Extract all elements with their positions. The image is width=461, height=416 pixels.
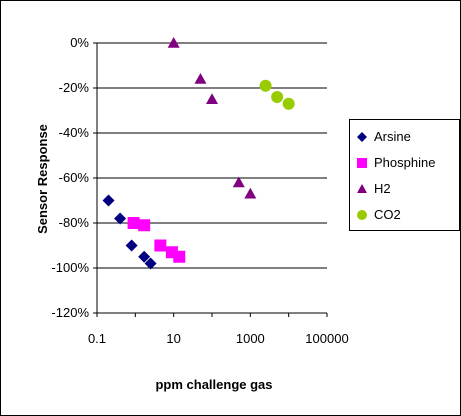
legend-marker-shape (357, 132, 367, 142)
legend-marker-glyph (357, 210, 367, 220)
data-point-phosphine (173, 250, 186, 263)
legend: Arsine Phosphine H2 CO2 (349, 119, 460, 231)
data-point-arsine (125, 239, 138, 252)
legend-label-co2: CO2 (374, 206, 401, 222)
tick-labels: 0% -20% -40% -60% -80% -100% -120% 0.1 10 1000 100… (51, 35, 348, 346)
data-point-h2 (244, 187, 257, 199)
y-tick-label: -100% (51, 260, 89, 275)
legend-marker-shape (357, 158, 367, 168)
legend-marker-shape (357, 184, 367, 193)
data-point-co2 (271, 91, 284, 103)
legend-entry-co2: CO2 (356, 205, 401, 223)
y-axis-title: Sensor Response (35, 124, 50, 234)
data-point-h2 (206, 93, 218, 105)
data-point-arsine (138, 250, 151, 263)
legend-entry-phosphine: Phosphine (356, 153, 435, 171)
data-point-h2 (232, 176, 245, 188)
data-point-arsine (102, 194, 115, 207)
data-point-arsine (114, 212, 127, 225)
axes (93, 42, 328, 317)
grid-lines (97, 42, 327, 269)
data-point-co2 (282, 97, 295, 110)
legend-marker-glyph (357, 132, 367, 142)
y-tick-label: -80% (59, 215, 90, 230)
x-axis-title: ppm challenge gas (155, 377, 272, 392)
data-points (102, 37, 295, 270)
legend-entry-h2: H2 (356, 179, 391, 197)
y-tick-label: 0% (70, 35, 89, 50)
y-tick-label: -20% (59, 80, 90, 95)
y-tick-label: -40% (59, 125, 90, 140)
legend-marker-phosphine (356, 156, 368, 168)
data-point-phosphine (154, 239, 167, 252)
data-point-arsine (144, 257, 157, 270)
legend-marker-arsine (356, 130, 368, 142)
x-tick-label: 1000 (236, 331, 265, 346)
x-tick-label: 0.1 (88, 331, 106, 346)
legend-label-phosphine: Phosphine (374, 154, 436, 170)
legend-marker-glyph (357, 158, 367, 168)
x-tick-label: 10 (166, 331, 180, 346)
data-point-h2 (167, 37, 180, 48)
data-point-phosphine (138, 219, 151, 232)
legend-entry-arsine: Arsine (356, 127, 411, 145)
data-point-h2 (194, 73, 207, 84)
legend-marker-shape (357, 210, 367, 220)
data-point-co2 (259, 79, 272, 92)
legend-label-h2: H2 (374, 180, 391, 196)
legend-label-arsine: Arsine (374, 128, 411, 144)
y-tick-label: -60% (59, 170, 90, 185)
legend-marker-co2 (356, 208, 368, 220)
y-tick-label: -120% (51, 305, 89, 320)
x-tick-label: 100000 (305, 331, 348, 346)
data-point-phosphine (127, 217, 140, 229)
legend-marker-glyph (357, 184, 367, 193)
legend-marker-h2 (356, 182, 368, 194)
